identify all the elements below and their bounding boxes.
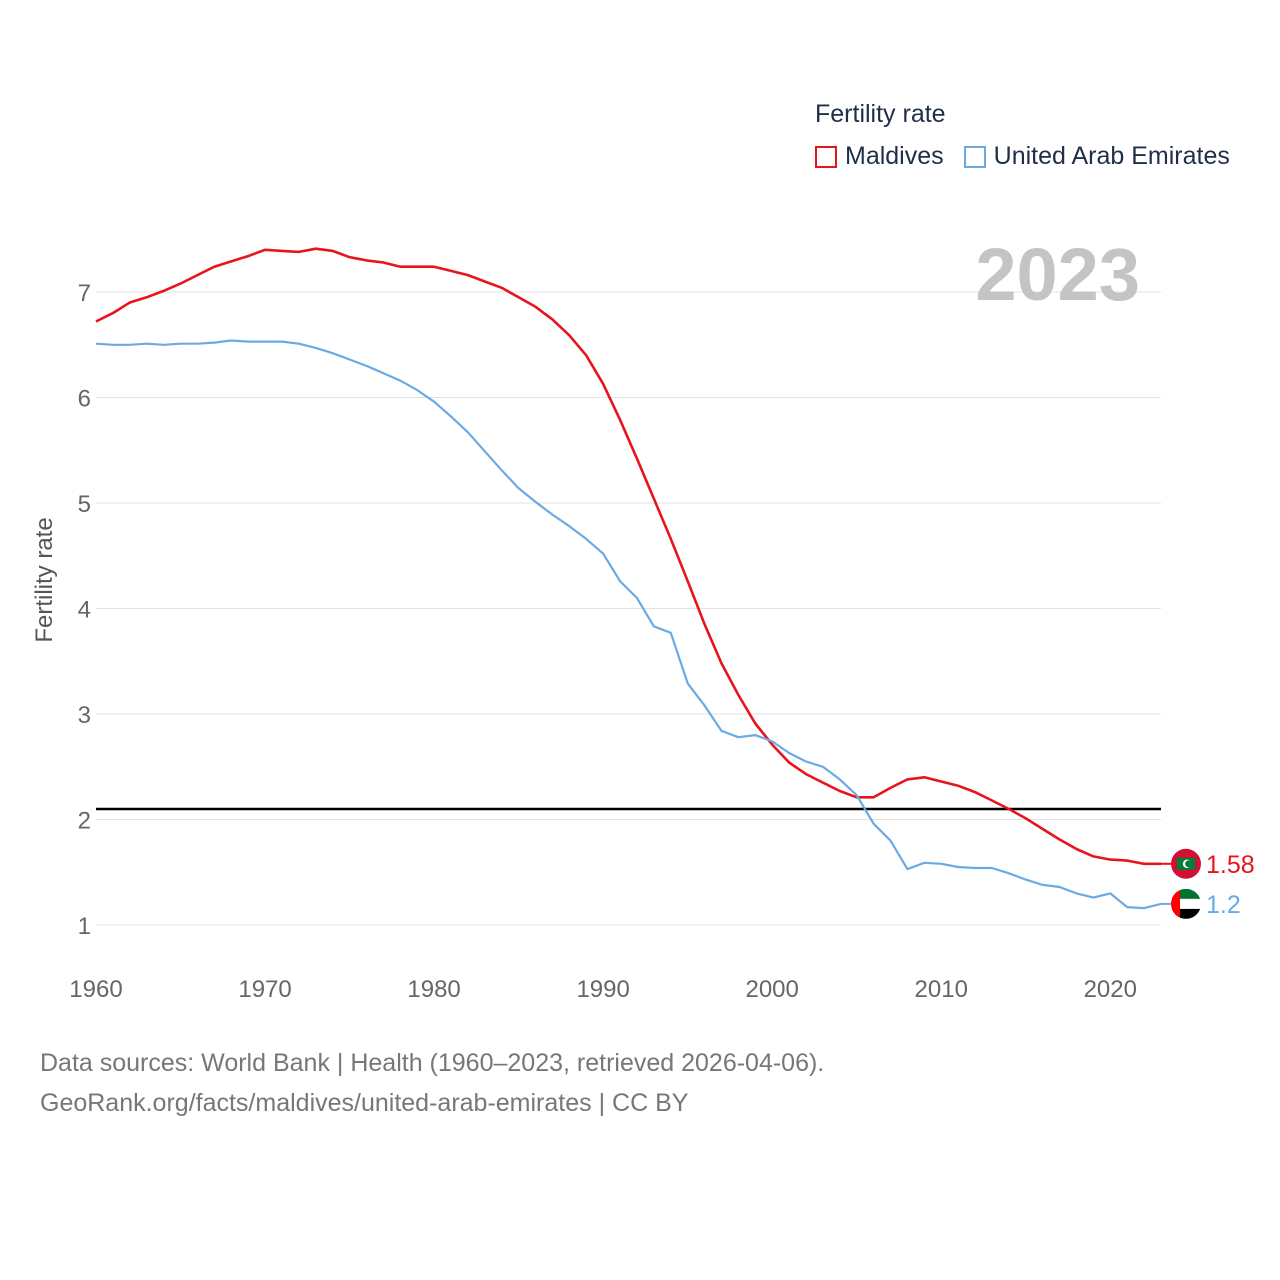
end-value-label-maldives: 1.58 xyxy=(1206,851,1255,879)
end-markers: 1.58 1.2 xyxy=(1161,848,1255,919)
flag-icon-united-arab-emirates xyxy=(1171,888,1201,919)
series-line-maldives xyxy=(95,247,1161,866)
flag-icon-maldives xyxy=(1171,848,1201,879)
y-axis-title: Fertility rate xyxy=(31,517,58,642)
gridlines xyxy=(96,291,1161,926)
series-lines xyxy=(95,247,1162,910)
x-tick-label-2000: 2000 xyxy=(745,976,798,1003)
legend-swatch-maldives xyxy=(815,145,837,168)
flag-black xyxy=(1171,908,1201,919)
x-tick-label-1990: 1990 xyxy=(576,976,629,1003)
y-tick-label-1: 1 xyxy=(78,913,91,940)
legend-item-uae[interactable]: United Arab Emirates xyxy=(963,142,1230,171)
x-tick-label-1970: 1970 xyxy=(238,976,291,1003)
footer: Data sources: World Bank | Health (1960–… xyxy=(40,1043,824,1123)
x-tick-label-1980: 1980 xyxy=(407,976,460,1003)
legend-label-uae: United Arab Emirates xyxy=(993,142,1230,170)
x-axis-ticks: 1960 1970 1980 1990 2000 2010 2020 xyxy=(69,976,1137,1003)
flag-green xyxy=(1171,888,1201,899)
y-axis-ticks: 1 2 3 4 5 6 7 xyxy=(78,280,91,940)
legend-swatch-uae xyxy=(963,145,986,168)
legend-item-maldives[interactable]: Maldives xyxy=(815,142,944,171)
flag-crescent-cut xyxy=(1185,860,1192,868)
y-tick-label-3: 3 xyxy=(78,702,91,729)
flag-body xyxy=(1171,888,1201,919)
y-tick-label-7: 7 xyxy=(78,280,91,307)
y-tick-label-2: 2 xyxy=(78,808,91,835)
legend: Maldives United Arab Emirates xyxy=(815,142,1250,171)
y-tick-label-5: 5 xyxy=(78,491,91,518)
footer-sources: Data sources: World Bank | Health (1960–… xyxy=(40,1049,825,1077)
flag-red xyxy=(1171,888,1180,919)
y-tick-label-4: 4 xyxy=(78,597,91,624)
x-tick-label-2020: 2020 xyxy=(1084,976,1137,1003)
year-label: 2023 xyxy=(975,233,1140,316)
series-line-united-arab-emirates xyxy=(95,339,1162,910)
flag-white xyxy=(1171,898,1201,909)
x-tick-label-2010: 2010 xyxy=(915,976,968,1003)
legend-label-maldives: Maldives xyxy=(845,142,944,170)
footer-attribution[interactable]: GeoRank.org/facts/maldives/united-arab-e… xyxy=(40,1089,689,1117)
end-value-label-united-arab-emirates: 1.2 xyxy=(1206,891,1241,919)
x-tick-label-1960: 1960 xyxy=(69,976,122,1003)
legend-title: Fertility rate xyxy=(815,100,946,128)
y-tick-label-6: 6 xyxy=(78,386,91,413)
